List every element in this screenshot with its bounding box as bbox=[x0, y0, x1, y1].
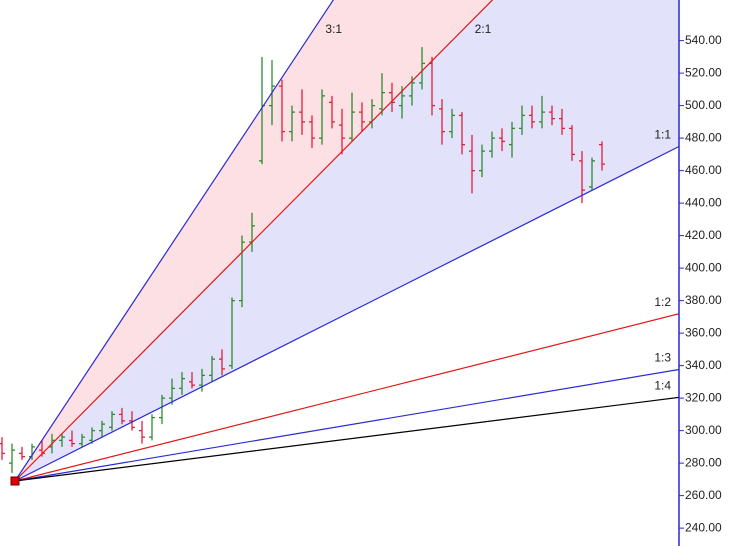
fan-origin bbox=[10, 476, 20, 486]
y-tick-label: 260.00 bbox=[685, 488, 722, 502]
fan-fills bbox=[15, 0, 679, 481]
y-tick-label: 540.00 bbox=[685, 33, 722, 47]
y-tick-label: 300.00 bbox=[685, 423, 722, 437]
fan-label: 1:4 bbox=[654, 379, 671, 393]
fan-line bbox=[14, 145, 679, 482]
fan-line bbox=[14, 396, 679, 482]
fan-line bbox=[14, 0, 494, 482]
fan-label: 1:3 bbox=[654, 351, 671, 365]
y-tick-label: 440.00 bbox=[685, 195, 722, 209]
y-tick-label: 480.00 bbox=[685, 130, 722, 144]
y-tick-label: 340.00 bbox=[685, 358, 722, 372]
fan-lines bbox=[14, 0, 679, 482]
fan-line bbox=[14, 0, 334, 482]
fan-line bbox=[14, 313, 679, 482]
fan-label: 1:2 bbox=[654, 295, 671, 309]
price-bars bbox=[0, 47, 605, 473]
y-tick-label: 280.00 bbox=[685, 455, 722, 469]
y-tick-label: 460.00 bbox=[685, 163, 722, 177]
y-tick-label: 400.00 bbox=[685, 260, 722, 274]
y-tick-label: 360.00 bbox=[685, 325, 722, 339]
fan-label: 2:1 bbox=[475, 22, 492, 36]
fan-label: 3:1 bbox=[325, 22, 342, 36]
labels: 3:1 2:1 1:1 1:2 1:3 1:4 bbox=[325, 22, 671, 392]
y-tick-label: 420.00 bbox=[685, 228, 722, 242]
fan-label: 1:1 bbox=[654, 128, 671, 142]
y-tick-label: 520.00 bbox=[685, 65, 722, 79]
y-tick-label: 320.00 bbox=[685, 390, 722, 404]
y-tick-label: 240.00 bbox=[685, 520, 722, 534]
fan-fill bbox=[15, 0, 679, 481]
y-tick-label: 500.00 bbox=[685, 98, 722, 112]
fan-line bbox=[14, 368, 679, 482]
y-tick-label: 380.00 bbox=[685, 293, 722, 307]
